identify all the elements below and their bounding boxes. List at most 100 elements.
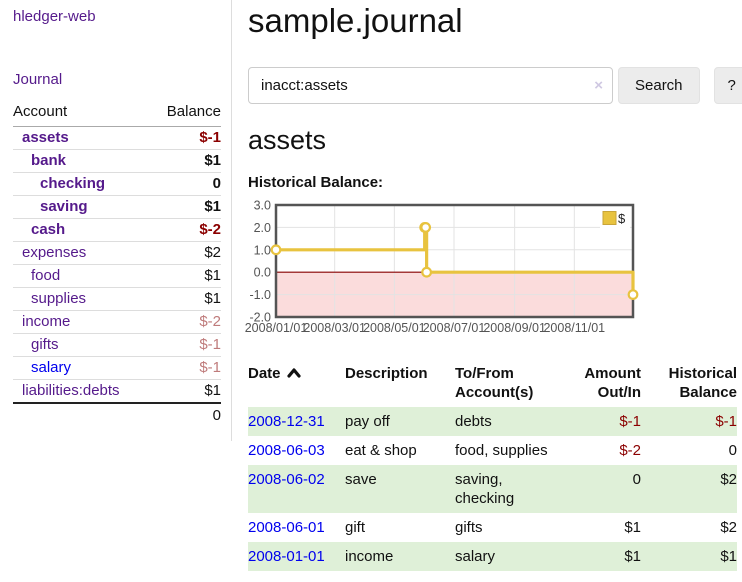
app-brand-link[interactable]: hledger-web [13,8,96,25]
account-row-supplies: supplies $1 [13,287,221,311]
sidebar-account-link-gifts[interactable]: gifts [31,336,59,353]
sidebar-account-link-saving[interactable]: saving [40,198,88,215]
clear-search-icon[interactable]: × [594,76,603,94]
account-row-income: income $-2 [13,310,221,334]
account-balance-checking: 0 [150,172,221,196]
transaction-description: eat & shop [345,442,417,459]
transaction-accounts: gifts [455,519,483,536]
svg-text:2.0: 2.0 [254,221,271,235]
svg-text:$: $ [618,211,626,226]
account-name-cell: cash [13,218,151,242]
account-row-cash: cash $-2 [13,218,221,242]
transaction-date-link[interactable]: 2008-12-31 [248,413,325,430]
svg-text:2008/03/01: 2008/03/01 [303,321,366,335]
search-button[interactable]: Search [618,67,700,104]
svg-text:3.0: 3.0 [254,199,271,213]
sidebar-account-link-liabilities-debts[interactable]: liabilities:debts [22,382,120,399]
svg-text:1.0: 1.0 [254,243,271,257]
transaction-amount: $1 [624,548,641,565]
account-row-gifts: gifts $-1 [13,333,221,357]
historical-balance-chart: $3.0 2.0 1.0 0.0 -1.0 -2.0 2008/01/01 2008/03/0… [245,199,726,336]
sidebar-item-journal[interactable]: Journal [13,71,63,88]
account-name-cell: bank [13,149,151,173]
register-header-date[interactable]: Date [248,362,345,407]
sidebar-account-link-salary[interactable]: salary [31,359,72,376]
account-name-cell: assets [13,127,151,150]
transaction-date-cell: 2008-01-01 [248,542,345,571]
transaction-description: gift [345,519,366,536]
transaction-description: income [345,548,394,565]
register-header-amount-out-in[interactable]: Amount Out/In [584,365,641,401]
accounts-table: Account Balance assets $-1 bank $1 checking 0… [13,101,221,427]
transaction-amount: 0 [632,471,641,488]
transaction-amount: $1 [624,519,641,536]
account-name-cell: expenses [13,241,151,265]
account-balance-expenses: $2 [150,241,221,265]
transaction-accounts: food, supplies [455,442,548,459]
transaction-balance: $2 [720,519,737,536]
svg-text:2008/07/01: 2008/07/01 [423,321,486,335]
register-row: 2008-06-01 gift gifts $1 $2 [248,513,737,542]
svg-text:2008/01/01: 2008/01/01 [245,321,308,335]
register-header-description[interactable]: Description [345,365,428,382]
sidebar: hledger-web Journal Account Balance asse… [0,0,232,441]
transaction-accounts: salary [455,548,496,565]
register-row: 2008-01-01 income salary $1 $1 [248,542,737,571]
account-name-cell: income [13,310,151,334]
sidebar-account-link-bank[interactable]: bank [31,152,67,169]
search-form: × Search ? [248,67,742,104]
account-row-food: food $1 [13,264,221,288]
sidebar-account-link-assets[interactable]: assets [22,129,69,146]
register-row: 2008-12-31 pay off debts $-1 $-1 [248,407,737,436]
sidebar-account-link-income[interactable]: income [22,313,71,330]
transaction-balance: $2 [720,471,737,488]
transaction-accounts: saving, checking [455,471,515,507]
register-header-historical-balance[interactable]: Historical Balance [668,365,737,401]
account-name-cell: supplies [13,287,151,311]
transaction-description: save [345,471,377,488]
register-table: Date Description To/From Account(s) Amount … [248,362,737,571]
transaction-date-link[interactable]: 2008-01-01 [248,548,325,565]
account-name-cell: food [13,264,151,288]
transaction-date-link[interactable]: 2008-06-01 [248,519,325,536]
account-name-cell: salary [13,356,151,380]
account-balance-liabilities-debts: $1 [150,379,221,403]
transaction-balance: $-1 [715,413,737,430]
account-name-cell: liabilities:debts [13,379,151,403]
account-balance-salary: $-1 [150,356,221,380]
search-input-wrap: × [248,67,613,104]
account-heading: assets [248,125,327,155]
sort-ascending-icon[interactable] [286,364,301,383]
sidebar-account-link-checking[interactable]: checking [40,175,106,192]
account-row-salary: salary $-1 [13,356,221,380]
svg-text:-2.0: -2.0 [249,311,271,325]
account-balance-food: $1 [150,264,221,288]
sidebar-account-link-expenses[interactable]: expenses [22,244,87,261]
help-button[interactable]: ? [713,67,742,104]
transaction-description: pay off [345,413,390,430]
register-header-to-from-account-s-[interactable]: To/From Account(s) [455,365,534,401]
svg-text:-1.0: -1.0 [249,288,271,302]
sidebar-account-link-food[interactable]: food [31,267,61,284]
register-row: 2008-06-03 eat & shop food, supplies $-2 0 [248,436,737,465]
account-name-cell: checking [13,172,151,196]
accounts-total-value: 0 [150,402,221,427]
sidebar-account-link-cash[interactable]: cash [31,221,66,238]
transaction-date-cell: 2008-06-03 [248,436,345,465]
transaction-balance: $1 [720,548,737,565]
svg-text:0.0: 0.0 [254,266,271,280]
transaction-date-link[interactable]: 2008-06-02 [248,471,325,488]
page-title: sample.journal [248,2,463,39]
sidebar-account-link-supplies[interactable]: supplies [31,290,87,307]
account-balance-assets: $-1 [199,129,221,146]
svg-text:2008/05/01: 2008/05/01 [363,321,426,335]
transaction-date-cell: 2008-06-01 [248,513,345,542]
accounts-header-balance: Balance [150,101,221,127]
svg-text:2008/11/01: 2008/11/01 [543,321,605,335]
search-input[interactable] [248,67,613,104]
accounts-total-row: 0 [13,402,221,427]
account-balance-gifts: $-1 [150,333,221,357]
transaction-date-link[interactable]: 2008-06-03 [248,442,325,459]
svg-text:2008/09/01: 2008/09/01 [483,321,546,335]
